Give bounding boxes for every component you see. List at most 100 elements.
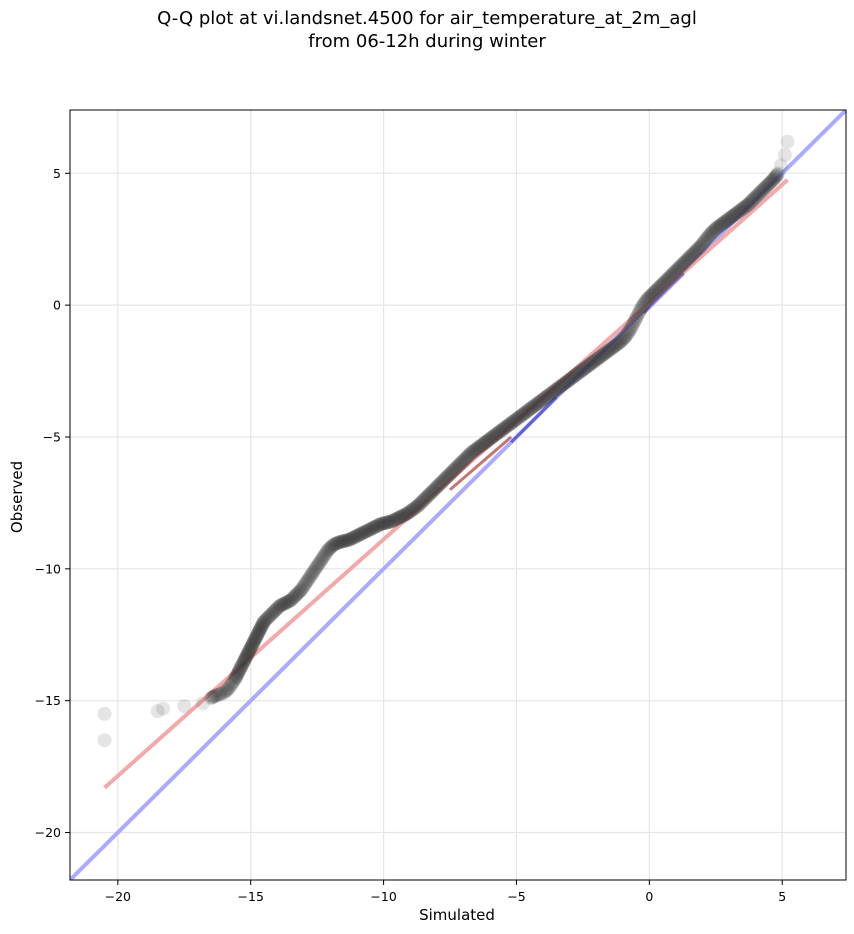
data-point [505,415,520,430]
data-point [399,507,414,522]
data-point [716,215,731,230]
data-point [421,488,436,502]
data-point [338,533,353,548]
data-point [248,631,263,646]
data-point [334,534,349,549]
data-point [562,372,577,387]
data-point [234,659,249,674]
data-point [243,642,258,657]
data-point [573,364,588,379]
data-point [702,228,717,243]
data-point [759,179,774,194]
data-point [764,174,779,189]
data-point [660,271,675,286]
y-tick-label: −20 [35,825,61,840]
data-point [708,221,723,236]
data-point [376,516,391,531]
data-point [512,410,527,425]
data-point [605,340,620,355]
data-point [215,686,230,701]
data-point [521,403,536,418]
data-point [587,353,602,368]
data-point [635,298,650,313]
data-point [437,472,452,487]
data-point [621,325,636,340]
data-point [613,335,628,350]
data-point [343,532,358,547]
data-point [357,524,372,539]
data-point [411,498,426,513]
data-point [680,251,695,266]
data-point [461,448,476,463]
y-tick-label: −15 [35,693,61,708]
data-point [286,590,301,605]
data-point [457,452,472,467]
data-point [761,176,776,191]
x-tick-label: −20 [105,889,131,904]
data-point [251,625,266,640]
data-point [206,689,221,704]
data-point [771,166,786,181]
data-point [506,414,521,429]
data-point [675,257,690,272]
data-point [425,484,440,499]
data-point [237,654,252,669]
data-point [444,465,459,480]
data-point [207,689,222,704]
data-point [380,515,395,530]
data-point [236,655,251,670]
data-point [643,288,658,303]
data-point [454,455,469,470]
data-point [287,589,302,604]
data-point [688,244,703,259]
y-tick-label: −5 [43,429,61,444]
data-point [364,521,379,536]
data-point [692,240,707,255]
data-point [609,338,624,353]
data-point [407,501,422,516]
data-point [663,269,678,284]
data-point [546,384,561,399]
data-point [384,514,399,529]
data-point [492,425,507,440]
data-point [420,489,435,504]
data-point [302,571,317,586]
data-point [241,646,256,661]
data-point [722,211,737,226]
data-point [591,350,606,365]
data-point [780,134,795,149]
data-point [751,187,766,202]
data-point [373,517,388,532]
data-point [728,206,743,221]
data-point [530,396,545,411]
data-point [579,359,594,374]
data-point [304,567,319,582]
data-point [250,627,265,642]
data-point [668,263,683,278]
data-point [637,296,652,311]
data-point [639,292,654,307]
data-point [456,453,471,468]
data-point [347,530,362,545]
data-point [403,504,418,519]
data-point [575,362,590,377]
data-point [731,204,746,219]
data-point [409,499,424,514]
data-point [477,435,492,450]
data-point [730,205,745,220]
x-tick-label: 0 [645,889,653,904]
data-point [226,674,241,689]
data-point [230,667,245,682]
data-point [245,636,260,651]
data-point [518,405,533,420]
data-point [476,436,491,451]
data-point [367,520,382,535]
data-point [156,701,171,716]
data-point [734,202,749,217]
data-point [379,515,394,530]
data-point [618,329,633,344]
data-point [478,434,493,449]
data-point [577,361,592,376]
data-point [634,300,649,315]
data-point [645,287,659,302]
